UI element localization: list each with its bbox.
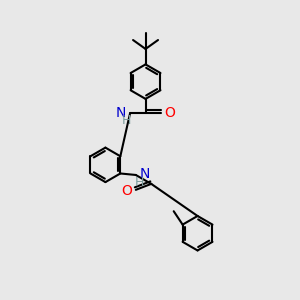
Text: N: N bbox=[116, 106, 126, 120]
Text: O: O bbox=[122, 184, 132, 198]
Text: H: H bbox=[135, 176, 144, 189]
Text: H: H bbox=[122, 114, 131, 127]
Text: O: O bbox=[164, 106, 175, 120]
Text: N: N bbox=[140, 167, 150, 182]
